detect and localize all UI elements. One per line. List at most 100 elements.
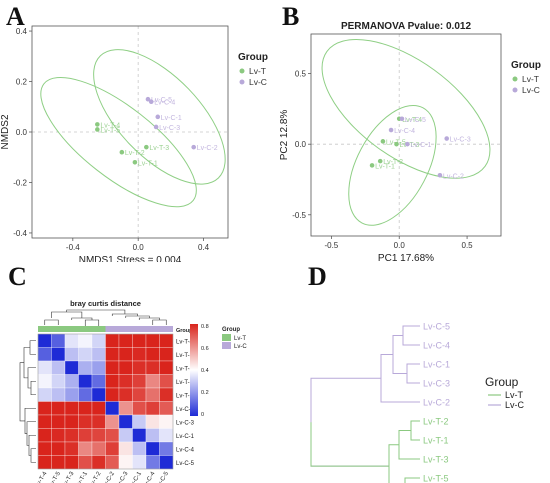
color-scale-bar <box>190 324 198 416</box>
row-label: Lv-C-1 <box>176 434 195 440</box>
legend-marker <box>239 79 245 85</box>
heatmap-cell <box>91 387 106 402</box>
heatmap-cell <box>159 387 174 402</box>
heatmap-cell <box>105 414 120 429</box>
point-label: Lv-T-4 <box>100 122 120 129</box>
legend-marker <box>512 76 518 82</box>
heatmap-legend-entry: Lv-T <box>234 336 246 342</box>
heatmap-cell <box>78 455 93 470</box>
y-tick-label: 0.2 <box>16 78 28 87</box>
column-label: Lv-T-2 <box>89 470 103 483</box>
column-dendrogram-root <box>66 309 126 314</box>
column-label: Lv-T-4 <box>35 470 49 483</box>
column-dendrogram-branch <box>84 319 100 326</box>
confidence-ellipse <box>348 105 437 226</box>
heatmap-cell <box>105 360 120 375</box>
heatmap-cell <box>37 360 52 375</box>
row-label: Lv-T-3 <box>176 366 194 372</box>
heatmap-cell <box>37 333 52 348</box>
point-label: Lv-C-4 <box>154 100 175 107</box>
heatmap-cell <box>118 401 133 416</box>
point-label: Lv-C-5 <box>151 97 172 104</box>
confidence-ellipse <box>321 39 491 179</box>
group-annotation-cell <box>38 326 52 332</box>
point-label: Lv-T-1 <box>375 163 395 170</box>
heatmap-cell <box>51 374 66 389</box>
heatmap-cell <box>132 347 147 362</box>
heatmap-cell <box>105 387 120 402</box>
heatmap-cell <box>37 455 52 470</box>
row-dendrogram-root <box>19 362 25 422</box>
heatmap-cell <box>145 441 160 456</box>
heatmap-cell <box>37 387 52 402</box>
heatmap-cell <box>118 347 133 362</box>
heatmap-cell <box>132 401 147 416</box>
heatmap-cell <box>51 401 66 416</box>
group-annotation-cell <box>132 326 146 332</box>
plot-frame <box>310 33 502 237</box>
color-scale-tick: 0.8 <box>201 324 209 330</box>
heatmap-cell <box>118 455 133 470</box>
dendrogram-branch <box>398 430 420 460</box>
point-label: Lv-C-2 <box>443 173 464 180</box>
heatmap-cell <box>37 374 52 389</box>
y-axis-label: PC2 12.8% <box>279 110 290 161</box>
point-label: Lv-T-2 <box>383 159 403 166</box>
heatmap-cell <box>78 333 93 348</box>
column-label: Lv-T-1 <box>75 470 89 483</box>
heatmap-cell <box>78 414 93 429</box>
heatmap-cell <box>118 374 133 389</box>
heatmap-legend-title: Group <box>222 327 240 333</box>
data-point <box>377 158 383 164</box>
x-axis-label: NMDS1 Stress = 0.004 <box>79 255 182 262</box>
data-point <box>369 163 375 168</box>
row-dendrogram-branch <box>23 347 30 379</box>
dendrogram-branch <box>388 444 399 483</box>
heatmap-cell <box>105 441 120 456</box>
point-label: Lv-T-4 <box>402 117 422 124</box>
heatmap-cell <box>159 441 174 456</box>
heatmap-cell <box>159 333 174 348</box>
confidence-ellipse <box>40 76 197 208</box>
heatmap-cell <box>145 374 160 389</box>
heatmap-cell <box>105 428 120 443</box>
heatmap-cell <box>51 387 66 402</box>
heatmap-cell <box>91 441 106 456</box>
color-scale-tick: 0.2 <box>201 390 209 396</box>
group-annotation-cell <box>92 326 106 332</box>
column-dendrogram-branch <box>44 319 59 325</box>
heatmap-cell <box>78 374 93 389</box>
row-label: Lv-C-4 <box>176 447 195 453</box>
heatmap-cell <box>118 428 133 443</box>
heatmap-cell <box>64 414 79 429</box>
column-label: Lv-C-4 <box>142 470 157 483</box>
data-point <box>405 141 410 147</box>
heatmap-cell <box>132 441 147 456</box>
heatmap-cell <box>51 414 66 429</box>
y-tick-label: 0.4 <box>16 27 28 36</box>
point-label: Lv-T-5 <box>100 127 120 134</box>
y-tick-label: -0.2 <box>13 178 27 187</box>
column-label: Lv-C-5 <box>156 470 171 483</box>
point-label: Lv-C-3 <box>159 125 180 132</box>
row-dendrogram-branch <box>28 434 36 456</box>
point-label: Lv-C-3 <box>450 137 471 144</box>
leaf-label: Lv-T-1 <box>423 436 449 446</box>
heatmap-cell <box>118 387 133 402</box>
column-dendrogram-branch <box>51 311 83 318</box>
heatmap-cell <box>145 414 160 429</box>
heatmap-cell <box>145 428 160 443</box>
heatmap-cell <box>105 455 120 470</box>
x-axis-label: PC1 17.68% <box>378 253 434 262</box>
pcoa-plot: -0.50.00.5-0.50.00.5Lv-T-4Lv-T-5Lv-T-3Lv… <box>279 21 541 262</box>
color-scale-tick: 0.6 <box>201 346 209 352</box>
heatmap-cell <box>105 401 120 416</box>
heatmap-cell <box>64 387 79 402</box>
point-label: Lv-C-1 <box>410 142 431 149</box>
dendrogram-branch <box>406 363 420 384</box>
data-point <box>437 172 443 178</box>
group-annotation-cell <box>65 326 79 332</box>
x-tick-label: -0.4 <box>66 243 80 252</box>
legend-title: Group <box>238 52 268 63</box>
heatmap-title: bray curtis distance <box>70 299 141 308</box>
